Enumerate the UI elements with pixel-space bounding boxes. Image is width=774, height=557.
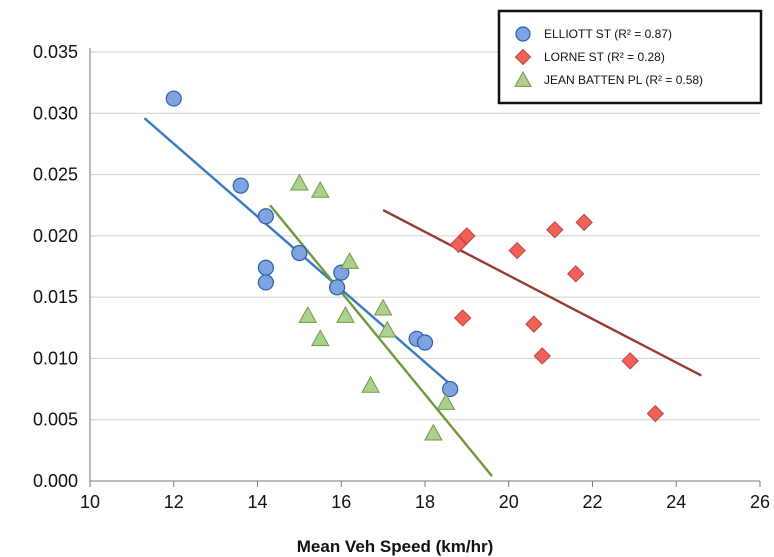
- data-point: [340, 252, 359, 269]
- data-point: [533, 347, 551, 365]
- legend-label: LORNE ST (R² = 0.28): [544, 50, 665, 64]
- trend-line: [269, 204, 493, 477]
- legend-label: JEAN BATTEN PL (R² = 0.58): [544, 73, 703, 87]
- data-point: [424, 423, 443, 441]
- x-tick-label: 24: [666, 492, 686, 512]
- data-point: [257, 274, 274, 291]
- legend: ELLIOTT ST (R² = 0.87) LORNE ST (R² = 0.2…: [497, 9, 763, 105]
- data-point: [453, 309, 472, 327]
- x-tick-label: 18: [415, 492, 435, 512]
- x-tick-label: 20: [499, 492, 519, 512]
- x-tick-label: 14: [247, 492, 267, 512]
- x-axis-ticks: 10 12 14 16 18 20 22 24 26: [80, 481, 770, 512]
- y-tick-label: 0.010: [33, 348, 78, 368]
- data-point: [336, 305, 355, 323]
- data-point: [436, 393, 456, 410]
- y-tick-label: 0.005: [33, 410, 78, 430]
- x-axis-label: Mean Veh Speed (km/hr): [297, 537, 494, 556]
- data-point: [567, 265, 585, 283]
- x-tick-label: 26: [750, 492, 770, 512]
- x-tick-label: 16: [331, 492, 351, 512]
- data-point: [442, 380, 459, 398]
- data-point: [449, 235, 468, 254]
- x-tick-label: 12: [164, 492, 184, 512]
- data-point: [416, 334, 434, 351]
- y-tick-label: 0.020: [33, 226, 78, 246]
- x-tick-label: 22: [582, 492, 602, 512]
- data-point: [373, 298, 393, 316]
- legend-marker: [515, 26, 531, 42]
- data-point: [646, 404, 665, 423]
- data-point: [546, 221, 564, 239]
- legend-marker: [514, 70, 532, 87]
- legend-marker: [514, 48, 532, 66]
- data-point: [290, 173, 309, 191]
- y-tick-label: 0.025: [33, 165, 78, 185]
- grid-lines: [90, 51, 760, 421]
- data-point: [257, 208, 274, 225]
- data-point: [257, 259, 274, 276]
- data-point: [291, 244, 308, 262]
- data-points: [165, 90, 665, 441]
- data-point: [377, 320, 397, 338]
- y-tick-label: 0.015: [33, 287, 78, 307]
- data-point: [361, 375, 380, 393]
- y-axis-ticks: 0.000 0.005 0.010 0.015 0.020 0.025 0.030 0.035: [33, 42, 78, 491]
- x-tick-label: 10: [80, 492, 100, 512]
- data-point: [328, 279, 346, 296]
- y-tick-label: 0.035: [33, 42, 78, 62]
- data-point: [165, 90, 182, 107]
- legend-label: ELLIOTT ST (R² = 0.87): [544, 27, 672, 41]
- data-point: [232, 177, 249, 194]
- data-point: [298, 305, 318, 323]
- data-point: [621, 352, 639, 370]
- legend-box: [497, 9, 763, 105]
- data-point: [310, 180, 330, 198]
- data-point: [525, 315, 543, 333]
- data-point: [575, 213, 593, 232]
- data-point: [508, 241, 526, 260]
- y-tick-label: 0.000: [33, 471, 78, 491]
- trend-line: [382, 209, 702, 377]
- data-point: [310, 329, 330, 347]
- data-point: [458, 227, 476, 245]
- y-tick-label: 0.030: [33, 103, 78, 123]
